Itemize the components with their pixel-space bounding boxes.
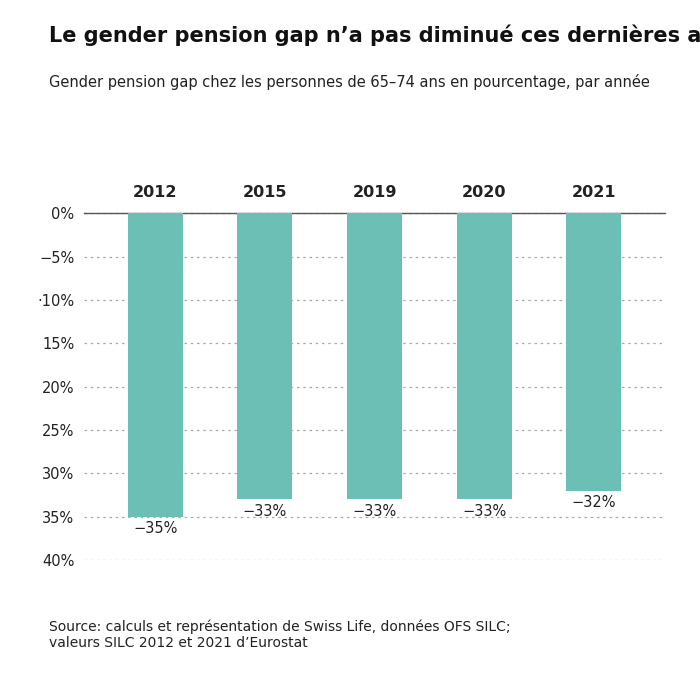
Text: 2020: 2020 (462, 186, 506, 200)
Text: 2019: 2019 (352, 186, 397, 200)
Text: Gender pension gap chez les personnes de 65–74 ans en pourcentage, par année: Gender pension gap chez les personnes de… (49, 74, 650, 90)
Bar (566, 214, 621, 491)
Text: −35%: −35% (133, 521, 177, 536)
Text: 2015: 2015 (243, 186, 287, 200)
Bar (128, 214, 183, 517)
Text: −33%: −33% (462, 504, 506, 519)
Text: Le gender pension gap n’a pas diminué ces dernières années: Le gender pension gap n’a pas diminué ce… (49, 25, 700, 46)
Text: −33%: −33% (243, 504, 287, 519)
Text: −32%: −32% (571, 495, 616, 510)
Bar (347, 214, 402, 499)
Text: Source: calculs et représentation de Swiss Life, données OFS SILC;
valeurs SILC : Source: calculs et représentation de Swi… (49, 620, 510, 650)
Text: −33%: −33% (352, 504, 397, 519)
Text: 2021: 2021 (571, 186, 616, 200)
Bar (237, 214, 293, 499)
Text: 2012: 2012 (133, 186, 178, 200)
Bar (456, 214, 512, 499)
